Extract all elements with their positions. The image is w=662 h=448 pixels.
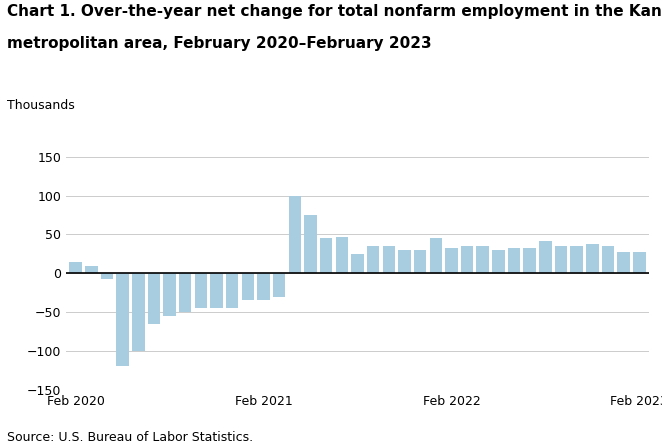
Bar [305,215,316,273]
Bar [633,252,645,273]
Text: Chart 1. Over-the-year net change for total nonfarm employment in the Kansas Cit: Chart 1. Over-the-year net change for to… [7,4,662,19]
Bar [555,246,567,273]
Bar [258,273,270,301]
Bar [242,273,254,301]
Bar [461,246,473,273]
Bar [586,244,598,273]
Bar [226,273,238,308]
Bar [492,250,504,273]
Bar [179,273,191,312]
Text: Source: U.S. Bureau of Labor Statistics.: Source: U.S. Bureau of Labor Statistics. [7,431,253,444]
Bar [399,250,410,273]
Bar [320,238,332,273]
Bar [571,246,583,273]
Bar [70,262,82,273]
Bar [414,250,426,273]
Bar [195,273,207,308]
Bar [164,273,176,316]
Text: metropolitan area, February 2020–February 2023: metropolitan area, February 2020–Februar… [7,36,431,51]
Bar [367,246,379,273]
Bar [430,238,442,273]
Bar [148,273,160,324]
Bar [273,273,285,297]
Bar [101,273,113,279]
Bar [524,249,536,273]
Bar [383,246,395,273]
Bar [618,252,630,273]
Bar [132,273,144,351]
Bar [352,254,363,273]
Bar [117,273,129,366]
Bar [336,237,348,273]
Bar [539,241,551,273]
Bar [445,248,457,273]
Bar [85,266,97,273]
Bar [477,246,489,273]
Bar [289,196,301,273]
Bar [602,246,614,273]
Bar [211,273,223,308]
Text: Thousands: Thousands [7,99,74,112]
Bar [508,249,520,273]
